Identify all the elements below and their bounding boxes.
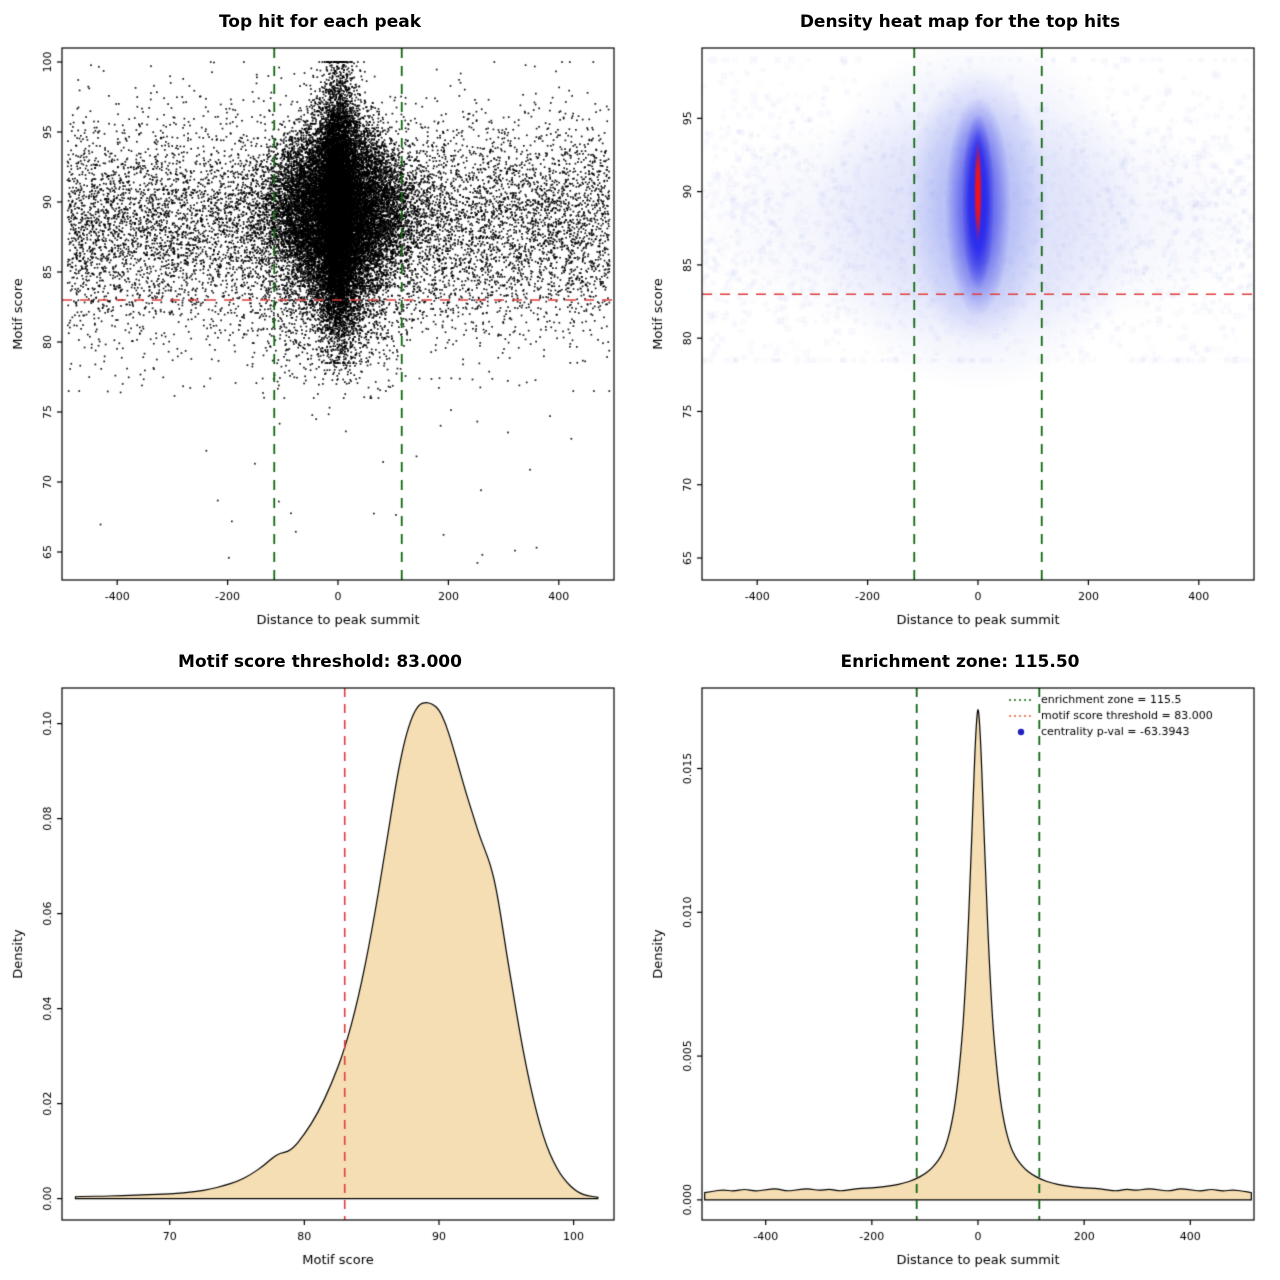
distance-density-canvas xyxy=(640,680,1280,1280)
score-density-canvas xyxy=(0,680,640,1280)
panel-enrichment-zone-density: Enrichment zone: 115.50 xyxy=(640,640,1280,1280)
chart-title-motif-score-threshold: Motif score threshold: 83.000 xyxy=(178,652,462,672)
panel-top-hit-scatter: Top hit for each peak xyxy=(0,0,640,640)
heatmap-canvas xyxy=(640,40,1280,640)
chart-title-density-heatmap: Density heat map for the top hits xyxy=(799,12,1121,32)
scatter-canvas xyxy=(0,40,640,640)
chart-title-enrichment-zone: Enrichment zone: 115.50 xyxy=(840,652,1080,672)
panel-motif-score-density: Motif score threshold: 83.000 xyxy=(0,640,640,1280)
panel-density-heatmap: Density heat map for the top hits xyxy=(640,0,1280,640)
chart-title-top-hit-scatter: Top hit for each peak xyxy=(218,12,422,32)
